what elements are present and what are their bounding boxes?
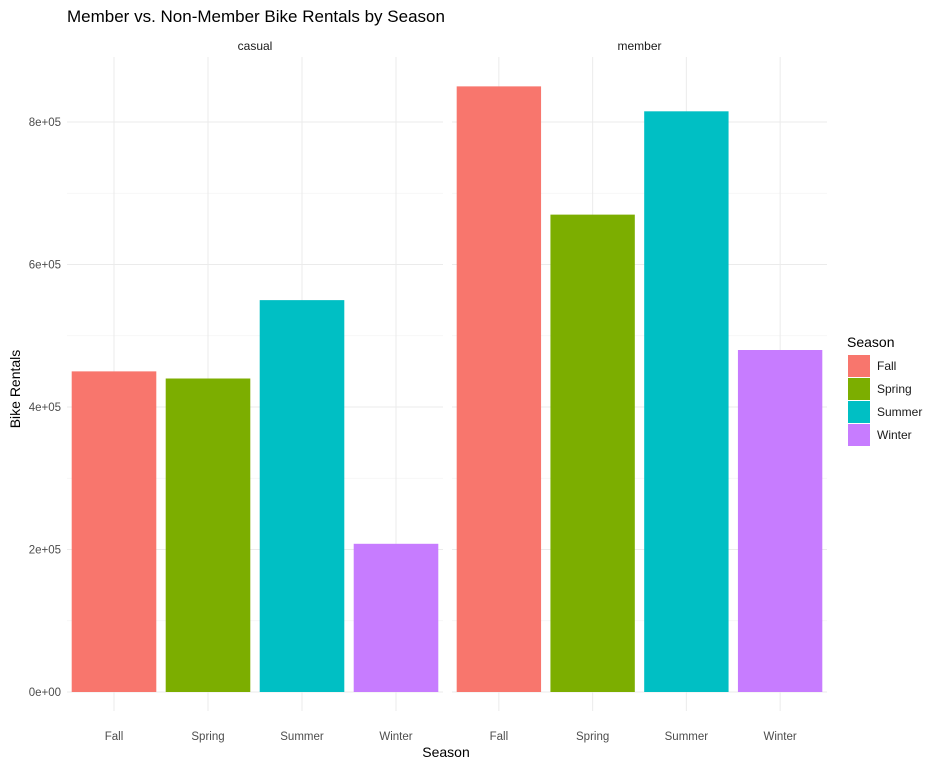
y-tick-label: 6e+05 <box>29 260 61 272</box>
facet-strip-label: casual <box>238 39 273 53</box>
x-axis-title: Season <box>422 744 469 760</box>
x-tick-label: Winter <box>379 731 412 743</box>
bar-member-fall <box>456 86 542 692</box>
legend-swatch <box>848 401 870 423</box>
y-tick-label: 4e+05 <box>29 402 61 414</box>
legend-item-spring: Spring <box>848 378 912 400</box>
chart-title: Member vs. Non-Member Bike Rentals by Se… <box>67 7 445 26</box>
bar-member-summer <box>644 111 729 692</box>
x-tick-label: Summer <box>280 731 324 743</box>
facet-panel-member: Fall Spring Summer Winter member <box>452 39 827 743</box>
x-tick-label: Summer <box>665 731 709 743</box>
y-tick-label: 2e+05 <box>29 545 61 557</box>
facet-strip-label: member <box>617 39 661 53</box>
x-tick-label: Spring <box>191 731 224 743</box>
y-tick-label: 8e+05 <box>29 117 61 129</box>
x-tick-label: Winter <box>764 731 797 743</box>
bar-member-winter <box>737 350 823 692</box>
facet-panels: Fall Spring Summer Winter casual Fall Spring Su… <box>67 39 827 743</box>
legend-swatch <box>848 378 870 400</box>
legend-title: Season <box>847 334 894 350</box>
y-axis-title: Bike Rentals <box>7 350 23 429</box>
facet-panel-casual: Fall Spring Summer Winter casual <box>67 39 443 743</box>
legend-item-winter: Winter <box>848 424 912 446</box>
legend-label: Fall <box>877 359 896 373</box>
legend-label: Spring <box>877 382 912 396</box>
legend-swatch <box>848 424 870 446</box>
legend-label: Summer <box>877 405 922 419</box>
legend-item-summer: Summer <box>848 401 922 423</box>
legend-item-fall: Fall <box>848 355 896 377</box>
bar-casual-summer <box>259 300 345 692</box>
legend-swatch <box>848 355 870 377</box>
legend: Season Fall Spring Summer Winter <box>847 334 922 446</box>
bar-member-spring <box>550 214 635 692</box>
bar-casual-spring <box>165 378 251 692</box>
legend-label: Winter <box>877 428 912 442</box>
bar-casual-fall <box>71 371 157 692</box>
y-tick-label: 0e+00 <box>29 687 61 699</box>
bar-casual-winter <box>353 543 439 692</box>
y-axis: 0e+00 2e+05 4e+05 6e+05 8e+05 <box>29 117 61 699</box>
x-tick-label: Fall <box>490 731 509 743</box>
x-tick-label: Fall <box>105 731 124 743</box>
x-tick-label: Spring <box>576 731 609 743</box>
